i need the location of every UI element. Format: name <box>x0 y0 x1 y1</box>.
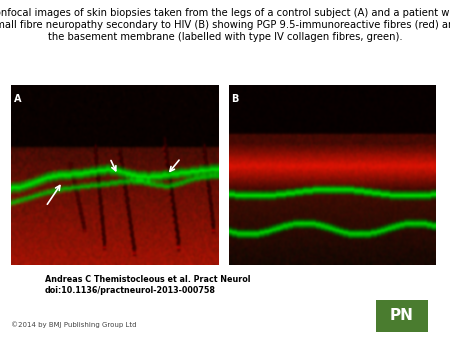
Text: ©2014 by BMJ Publishing Group Ltd: ©2014 by BMJ Publishing Group Ltd <box>11 322 137 329</box>
Text: A: A <box>14 94 22 103</box>
Text: PN: PN <box>390 308 414 323</box>
Text: Confocal images of skin biopsies taken from the legs of a control subject (A) an: Confocal images of skin biopsies taken f… <box>0 8 450 42</box>
Text: B: B <box>232 94 239 103</box>
Text: Andreas C Themistocleous et al. Pract Neurol
doi:10.1136/practneurol-2013-000758: Andreas C Themistocleous et al. Pract Ne… <box>45 275 251 295</box>
